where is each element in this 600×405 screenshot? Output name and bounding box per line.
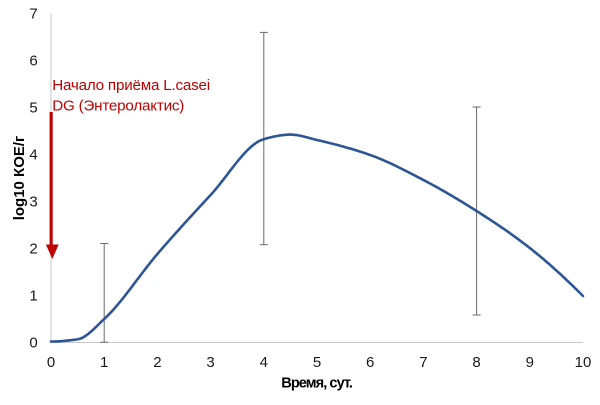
svg-text:0: 0 [47, 354, 55, 371]
svg-text:9: 9 [526, 354, 534, 371]
svg-text:6: 6 [366, 354, 374, 371]
svg-text:7: 7 [29, 6, 37, 23]
svg-text:0: 0 [29, 335, 37, 352]
svg-text:3: 3 [206, 354, 214, 371]
svg-text:2: 2 [29, 241, 37, 258]
svg-text:Начало приёма L.casei: Начало приёма L.casei [52, 77, 210, 94]
svg-text:DG (Энтеролактис): DG (Энтеролактис) [52, 98, 184, 115]
svg-text:1: 1 [100, 354, 108, 371]
svg-text:3: 3 [29, 194, 37, 211]
svg-text:4: 4 [260, 354, 268, 371]
svg-text:log10 КОЕ/г: log10 КОЕ/г [11, 136, 28, 221]
svg-text:7: 7 [419, 354, 427, 371]
svg-text:5: 5 [29, 100, 37, 117]
svg-text:4: 4 [29, 147, 37, 164]
svg-text:6: 6 [29, 53, 37, 70]
svg-text:10: 10 [575, 354, 592, 371]
svg-text:5: 5 [313, 354, 321, 371]
svg-text:2: 2 [153, 354, 161, 371]
svg-text:Время, сут.: Время, сут. [281, 376, 353, 392]
svg-text:1: 1 [29, 288, 37, 305]
svg-text:8: 8 [472, 354, 480, 371]
